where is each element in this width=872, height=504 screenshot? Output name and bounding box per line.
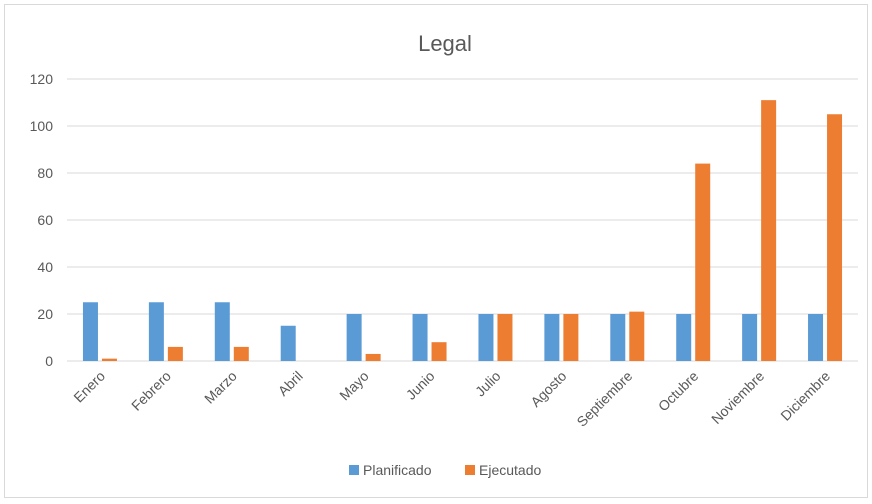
x-tick-label: Mayo — [336, 368, 372, 404]
gridlines — [67, 78, 858, 362]
x-tick-label: Julio — [472, 368, 504, 400]
chart-frame: Legal 0 20 40 60 80 100 120 Enero Febrero Marzo A… — [4, 4, 868, 498]
x-tick-label: Agosto — [527, 368, 569, 410]
x-tick-label: Febrero — [128, 368, 174, 414]
legend: Planificado Ejecutado — [349, 462, 541, 478]
bar-ejecutado-julio — [497, 314, 513, 361]
x-tick-label: Abril — [275, 368, 306, 399]
y-tick-label: 100 — [30, 118, 54, 134]
y-tick-label: 60 — [37, 212, 53, 228]
bar-chart: Legal 0 20 40 60 80 100 120 Enero Febrero Marzo A… — [30, 31, 858, 478]
bar-planificado-octubre — [676, 314, 692, 361]
x-tick-label: Marzo — [201, 368, 240, 407]
bar-planificado-agosto — [544, 314, 560, 361]
x-tick-label: Enero — [70, 368, 108, 406]
legend-label-planificado: Planificado — [363, 462, 432, 478]
bar-planificado-mayo — [346, 314, 362, 361]
bar-planificado-junio — [412, 314, 428, 361]
bars — [82, 100, 843, 362]
bar-ejecutado-mayo — [365, 353, 381, 361]
x-axis-ticks: Enero Febrero Marzo Abril Mayo Junio Julio Agos… — [70, 368, 833, 430]
bar-planificado-marzo — [214, 302, 230, 361]
bar-ejecutado-enero — [101, 358, 117, 361]
bar-ejecutado-diciembre — [827, 114, 843, 361]
bar-planificado-septiembre — [610, 314, 626, 361]
bar-planificado-noviembre — [742, 314, 758, 361]
bar-planificado-julio — [478, 314, 494, 361]
legend-label-ejecutado: Ejecutado — [479, 462, 541, 478]
bar-planificado-abril — [280, 325, 296, 361]
y-tick-label: 0 — [45, 353, 53, 369]
y-axis-ticks: 0 20 40 60 80 100 120 — [30, 71, 54, 369]
y-tick-label: 120 — [30, 71, 54, 87]
bar-ejecutado-febrero — [167, 346, 183, 361]
bar-ejecutado-noviembre — [761, 100, 777, 362]
bar-ejecutado-septiembre — [629, 311, 645, 361]
y-tick-label: 80 — [37, 165, 53, 181]
legend-swatch-ejecutado — [465, 465, 475, 475]
bar-planificado-enero — [82, 302, 98, 361]
y-tick-label: 40 — [37, 259, 53, 275]
chart-title: Legal — [418, 31, 472, 56]
x-tick-label: Septiembre — [573, 368, 635, 430]
x-tick-label: Octubre — [655, 368, 702, 415]
x-tick-label: Diciembre — [777, 368, 833, 424]
y-tick-label: 20 — [37, 306, 53, 322]
bar-planificado-diciembre — [808, 314, 824, 361]
bar-ejecutado-marzo — [233, 346, 249, 361]
x-tick-label: Junio — [403, 368, 438, 403]
bar-ejecutado-junio — [431, 342, 447, 361]
x-tick-label: Noviembre — [708, 368, 767, 427]
bar-planificado-febrero — [148, 302, 164, 361]
legend-swatch-planificado — [349, 465, 359, 475]
bar-ejecutado-agosto — [563, 314, 579, 361]
bar-ejecutado-octubre — [695, 163, 711, 361]
